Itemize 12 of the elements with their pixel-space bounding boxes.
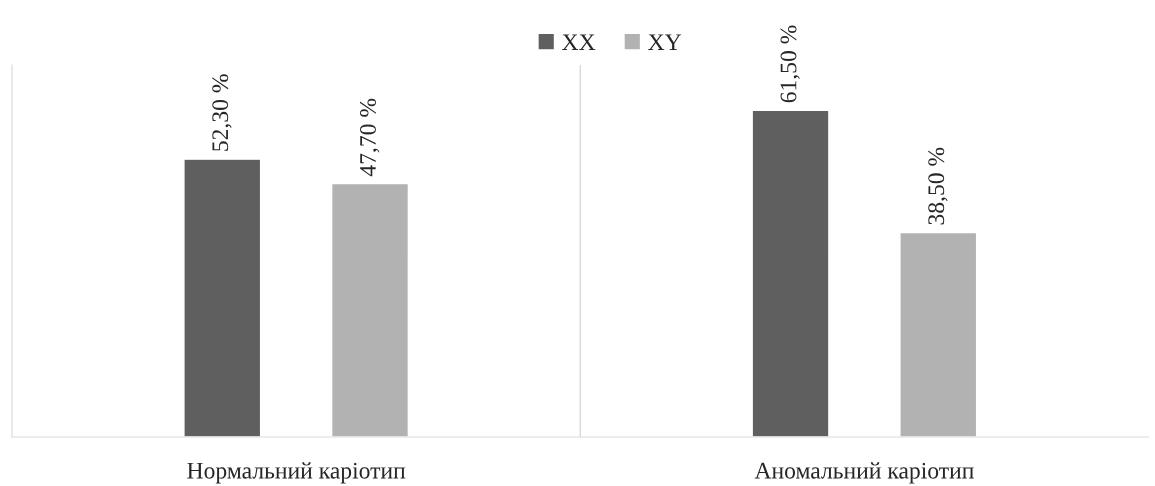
x-tick-label: Аномальний каріотип [754,462,974,484]
data-label: 52,30 % [212,74,232,151]
x-tick-label: Нормальний каріотип [187,462,406,484]
data-label: 61,50 % [780,25,800,103]
bar [330,182,410,438]
legend-label: XY [648,34,682,50]
bar [899,231,978,438]
bar [751,109,830,438]
data-label: 38,50 % [928,147,948,225]
data-label: 47,70 % [359,98,380,177]
legend-label: XX [562,34,596,50]
bar [183,158,262,438]
